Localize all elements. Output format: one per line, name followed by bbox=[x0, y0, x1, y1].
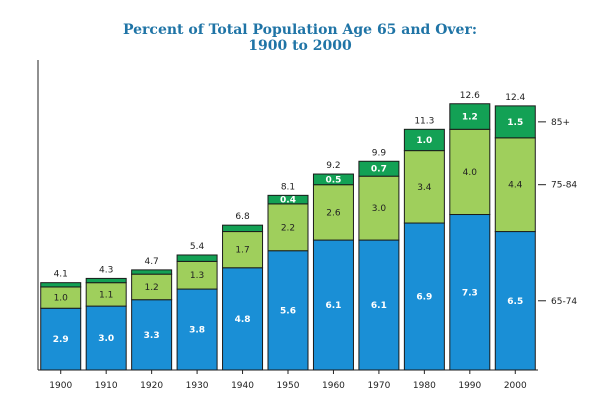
total-label-1980: 11.3 bbox=[414, 116, 434, 126]
total-label-1920: 4.7 bbox=[144, 257, 158, 267]
total-label-1950: 8.1 bbox=[281, 182, 295, 192]
x-tick-label-1920: 1920 bbox=[140, 381, 163, 391]
segment-label-75-84-2000: 4.4 bbox=[508, 181, 523, 191]
bar-segment-85+-1990 bbox=[449, 103, 491, 130]
x-tick-label-1940: 1940 bbox=[231, 381, 254, 391]
segment-label-85+-1960: 0.5 bbox=[325, 175, 341, 185]
bar-segment-65-74-1930 bbox=[176, 288, 218, 371]
x-tick-label-1980: 1980 bbox=[413, 381, 436, 391]
x-tick-label-1970: 1970 bbox=[367, 381, 390, 391]
bar-segment-65-74-2000 bbox=[494, 231, 536, 371]
legend-label-85+: 85+ bbox=[551, 118, 570, 128]
segment-label-75-84-1950: 2.2 bbox=[281, 223, 295, 233]
bar-segment-75-84-1980 bbox=[403, 150, 445, 224]
chart-title: Percent of Total Population Age 65 and O… bbox=[122, 22, 477, 38]
total-label-1930: 5.4 bbox=[190, 242, 205, 252]
bar-segment-85+-1940 bbox=[222, 224, 264, 233]
segment-label-75-84-1910: 1.1 bbox=[99, 290, 113, 300]
chart-subtitle: 1900 to 2000 bbox=[248, 38, 352, 54]
segment-label-75-84-1990: 4.0 bbox=[463, 168, 478, 178]
bar-segment-65-74-1970 bbox=[358, 239, 400, 371]
segment-label-65-74-1910: 3.0 bbox=[98, 334, 114, 344]
segment-label-65-74-1950: 5.6 bbox=[280, 306, 296, 316]
segment-label-75-84-1960: 2.6 bbox=[326, 208, 341, 218]
segment-label-65-74-1940: 4.8 bbox=[235, 315, 251, 325]
bar-segment-75-84-1950 bbox=[267, 203, 309, 252]
bar-segment-75-84-1990 bbox=[449, 128, 491, 216]
segment-label-75-84-1940: 1.7 bbox=[235, 246, 249, 256]
segment-label-75-84-1980: 3.4 bbox=[417, 183, 432, 193]
segment-label-65-74-1930: 3.8 bbox=[189, 326, 205, 336]
bar-segment-65-74-1900 bbox=[40, 307, 82, 371]
x-tick-label-1950: 1950 bbox=[277, 381, 300, 391]
bar-segment-85+-1980 bbox=[403, 128, 445, 152]
x-tick-label-1900: 1900 bbox=[49, 381, 72, 391]
bar-segment-75-84-1930 bbox=[176, 260, 218, 290]
segment-label-65-74-1970: 6.1 bbox=[371, 301, 387, 311]
segment-label-65-74-1900: 2.9 bbox=[53, 335, 69, 345]
x-tick-label-1990: 1990 bbox=[458, 381, 481, 391]
chart-title-block: Percent of Total Population Age 65 and O… bbox=[0, 22, 600, 54]
x-tick-label-1910: 1910 bbox=[95, 381, 118, 391]
bar-segment-85+-1900 bbox=[40, 282, 82, 288]
bar-segment-85+-1950 bbox=[267, 194, 309, 205]
bar-segment-85+-1910 bbox=[85, 277, 127, 284]
legend-label-65-74: 65-74 bbox=[551, 297, 577, 307]
bar-segment-75-84-2000 bbox=[494, 137, 536, 233]
bar-segment-85+-1970 bbox=[358, 160, 400, 177]
bar-segment-75-84-1970 bbox=[358, 175, 400, 241]
bar-segment-75-84-1960 bbox=[312, 184, 354, 241]
segment-label-75-84-1900: 1.0 bbox=[54, 294, 69, 304]
total-label-2000: 12.4 bbox=[505, 93, 525, 103]
segment-label-75-84-1930: 1.3 bbox=[190, 271, 204, 281]
total-label-1990: 12.6 bbox=[460, 91, 480, 101]
total-label-1940: 6.8 bbox=[235, 212, 250, 222]
bar-segment-65-74-1960 bbox=[312, 239, 354, 371]
bar-segment-65-74-1950 bbox=[267, 250, 309, 371]
segment-label-85+-1950: 0.4 bbox=[280, 196, 296, 206]
segment-label-65-74-2000: 6.5 bbox=[507, 297, 523, 307]
segment-label-85+-1970: 0.7 bbox=[371, 165, 387, 175]
total-label-1910: 4.3 bbox=[99, 265, 113, 275]
legend-label-75-84: 75-84 bbox=[551, 181, 577, 191]
bar-segment-85+-1930 bbox=[176, 254, 218, 262]
segment-label-85+-1980: 1.0 bbox=[416, 136, 432, 146]
total-label-1970: 9.9 bbox=[372, 148, 387, 158]
segment-label-85+-1990: 1.2 bbox=[462, 113, 478, 123]
x-tick-label-1960: 1960 bbox=[322, 381, 345, 391]
segment-label-65-74-1980: 6.9 bbox=[416, 293, 432, 303]
segment-label-65-74-1960: 6.1 bbox=[325, 301, 341, 311]
total-label-1960: 9.2 bbox=[326, 161, 340, 171]
segment-label-75-84-1970: 3.0 bbox=[372, 204, 387, 214]
total-label-1900: 4.1 bbox=[54, 270, 68, 280]
bar-segment-85+-1960 bbox=[312, 173, 354, 186]
x-tick-label-2000: 2000 bbox=[504, 381, 527, 391]
bar-segment-85+-2000 bbox=[494, 105, 536, 139]
bar-segment-65-74-1980 bbox=[403, 222, 445, 371]
segment-label-65-74-1920: 3.3 bbox=[144, 331, 160, 341]
segment-label-65-74-1990: 7.3 bbox=[462, 288, 478, 298]
x-tick-label-1930: 1930 bbox=[186, 381, 209, 391]
segment-label-75-84-1920: 1.2 bbox=[144, 283, 158, 293]
segment-label-85+-2000: 1.5 bbox=[507, 118, 523, 128]
bar-segment-85+-1920 bbox=[131, 269, 173, 275]
